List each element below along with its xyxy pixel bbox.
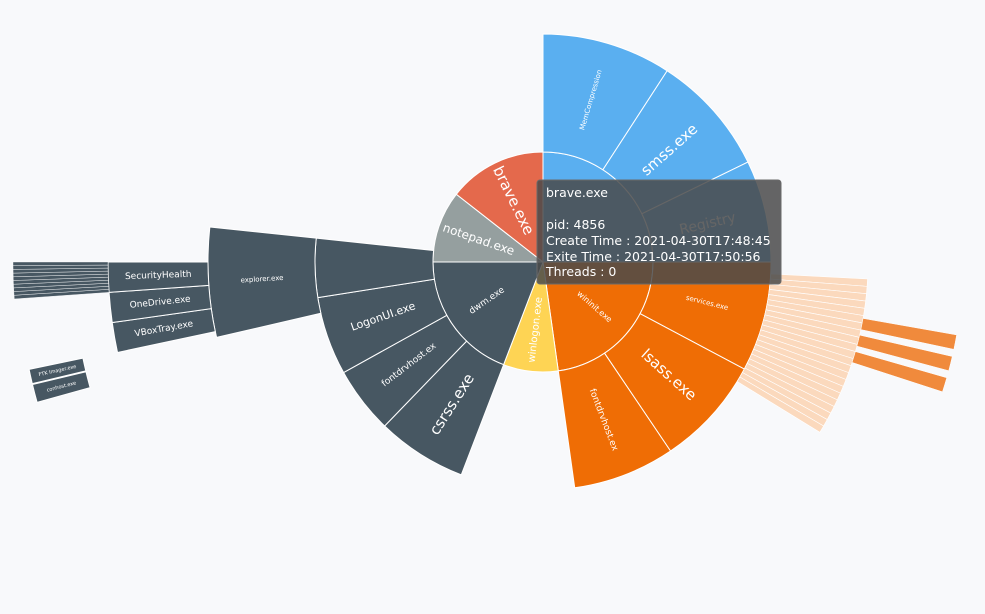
tooltip-line: pid: 4856	[546, 217, 605, 232]
segment-fontdrvhost-wininit[interactable]	[557, 352, 672, 489]
tooltip-box	[536, 179, 782, 285]
segment-brave[interactable]	[455, 151, 544, 264]
tooltip-line: Create Time : 2021-04-30T17:48:45	[546, 233, 771, 248]
segment-conhost[interactable]	[31, 371, 91, 403]
tooltip-line: Threads : 0	[545, 264, 616, 279]
tooltip-line: Exite Time : 2021-04-30T17:50:56	[546, 249, 761, 264]
segment-ftk-imager[interactable]	[28, 357, 87, 385]
sunburst-segments	[12, 33, 957, 489]
label-explorer: explorer.exe	[240, 274, 283, 285]
segment-services-grandchild[interactable]	[856, 334, 953, 372]
hover-tooltip: brave.exe pid: 4856 Create Time : 2021-0…	[536, 179, 782, 285]
label-securityhealth: SecurityHealth	[125, 270, 192, 282]
segment-services-grandchild[interactable]	[851, 351, 948, 393]
segment-explorer-grandchild[interactable]	[12, 261, 109, 266]
tooltip-title: brave.exe	[546, 185, 608, 200]
segment-services-grandchild[interactable]	[860, 318, 957, 350]
segment-services-child[interactable]	[736, 376, 825, 433]
